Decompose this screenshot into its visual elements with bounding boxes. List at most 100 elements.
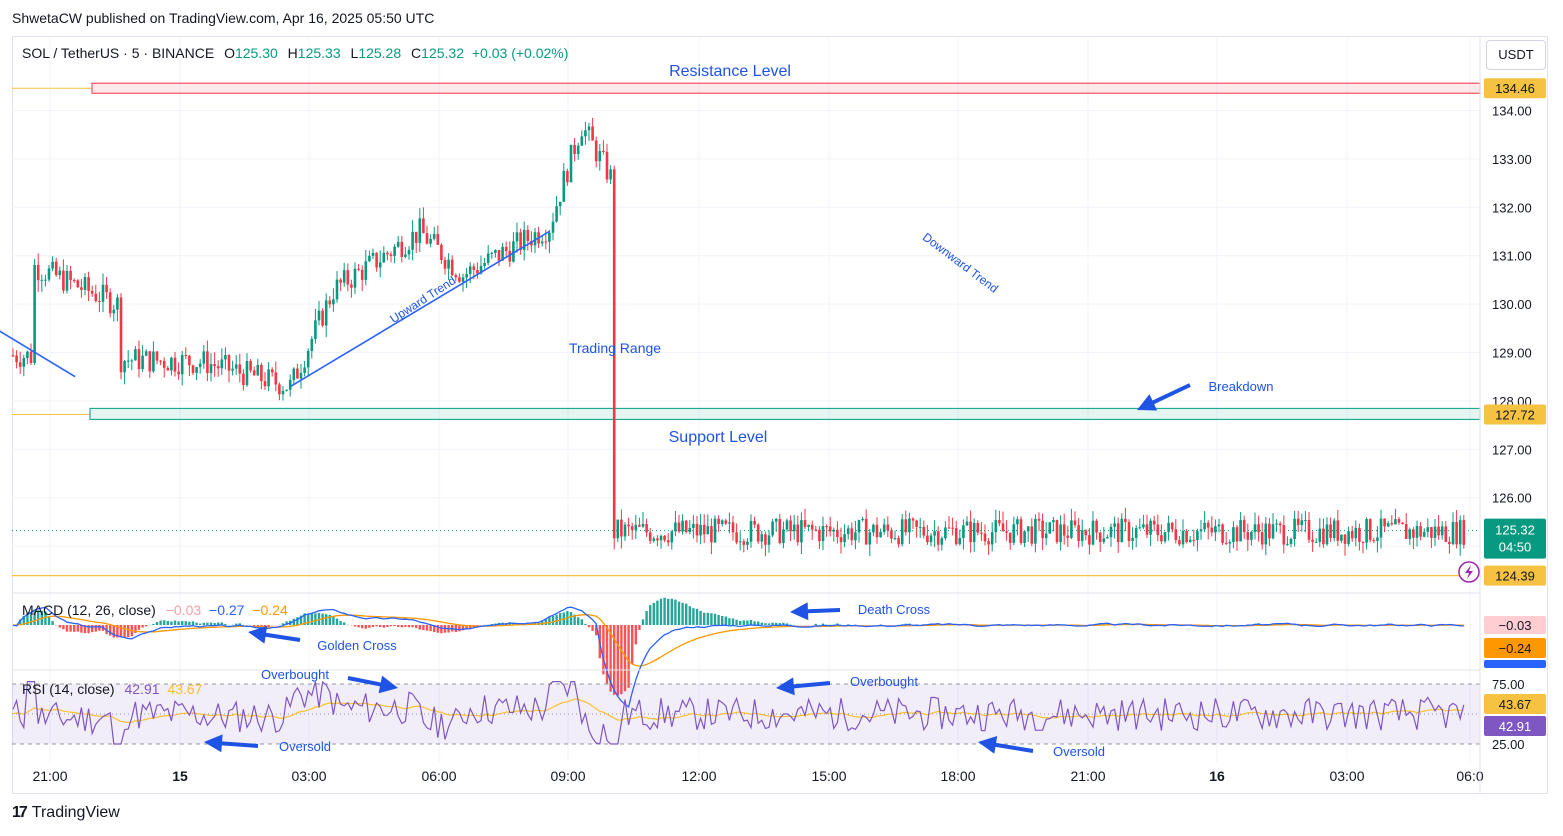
candle-body [47,268,51,280]
oversold-label-1: Oversold [279,739,331,754]
support-level-label: Support Level [669,429,768,446]
candle-body [198,363,202,368]
candle-body [1232,527,1235,542]
candle-body [101,284,105,302]
death-cross-label: Death Cross [858,602,931,617]
macd-histogram-bar [227,624,231,626]
macd-histogram-bar [155,621,159,625]
candle-body [234,364,238,369]
price-tag-support: 127.72 [1495,407,1535,422]
legend-low: 125.28 [358,45,402,61]
candle-body [62,270,65,291]
macd-histogram-bar [789,624,792,626]
candle-body [645,523,648,533]
macd-histogram-bar [181,621,184,625]
candle-body [684,520,688,533]
x-tick-label: 18:00 [940,768,975,784]
macd-histogram-bar [368,625,371,628]
candle-body [123,360,126,373]
candle-body [483,263,486,267]
candle-body [1235,527,1239,542]
macd-histogram-bar [22,616,25,625]
macd-histogram-bar [217,622,220,625]
candle-body [364,261,368,280]
candle-body [1242,520,1246,533]
candle-body [1149,520,1152,535]
candle-body [1221,524,1224,543]
candle-body [1304,520,1307,522]
candle-body [1250,531,1253,540]
candle-body [328,300,332,305]
macd-histogram-bar [739,620,742,625]
candle-body [756,524,760,542]
candle-body [278,384,281,395]
candle-body [26,351,29,359]
candle-body [652,538,656,541]
candle-body [288,379,292,390]
candle-body [692,523,695,528]
candle-body [51,261,54,269]
candle-body [1016,519,1019,525]
tradingview-footer[interactable]: 17 TradingView [12,804,120,822]
candle-body [666,540,670,543]
rsi-legend: RSI (14, close) 42.91 43.67 [22,681,202,697]
macd-histogram-bar [206,622,209,625]
macd-histogram-bar [94,625,97,632]
legend-high-label: H [287,45,298,61]
candle-body [774,519,778,522]
candle-body [807,524,810,527]
candle-body [994,519,998,533]
candle-body [314,320,317,339]
macd-line [12,606,1464,708]
candle-body [584,130,587,137]
legend-open-label: O [224,45,235,61]
candle-body [764,534,767,545]
macd-histogram-bar [249,625,252,626]
candle-body [1066,535,1070,538]
macd-histogram-bar [325,614,328,625]
legend-close: 125.32 [421,45,464,61]
macd-histogram-bar [109,625,112,636]
candle-body [1048,522,1052,534]
candle-body [130,360,134,362]
macd-histogram-bar [753,621,756,625]
candle-body [468,266,472,275]
candle-body [947,527,951,529]
macd-histogram-bar [595,625,598,636]
rsi-tag-rsi-bg [1484,716,1546,736]
candle-body [861,518,864,521]
candle-body [357,268,360,270]
macd-histogram-bar [33,610,36,625]
candle-body [1152,520,1156,525]
macd-histogram-bar [386,625,389,628]
candle-body [1419,526,1422,537]
candle-body [1361,541,1365,543]
candle-body [674,522,677,532]
candle-body [238,364,242,374]
candle-body [908,518,911,533]
macd-histogram-bar [379,625,382,628]
candle-body [11,355,15,357]
macd-histogram-bar [213,622,216,625]
candle-body [134,349,137,361]
macd-histogram-bar [235,623,238,625]
candle-body [1325,524,1329,545]
candle-body [15,355,18,363]
candle-body [220,359,224,369]
candle-body [1127,522,1131,542]
candle-body [962,525,965,539]
macd-histogram-bar [382,625,385,628]
candle-body [1448,541,1451,545]
macd-histogram-bar [681,602,684,625]
currency-button[interactable]: USDT [1486,40,1546,70]
macd-histogram-bar [123,625,126,638]
candle-body [731,522,735,533]
candle-body [1188,539,1192,543]
macd-histogram-bar [400,625,403,628]
macd-histogram-bar [51,621,54,625]
candle-body [281,390,285,395]
candle-body [1336,520,1340,541]
candle-body [270,369,274,373]
candle-body [1253,524,1257,532]
